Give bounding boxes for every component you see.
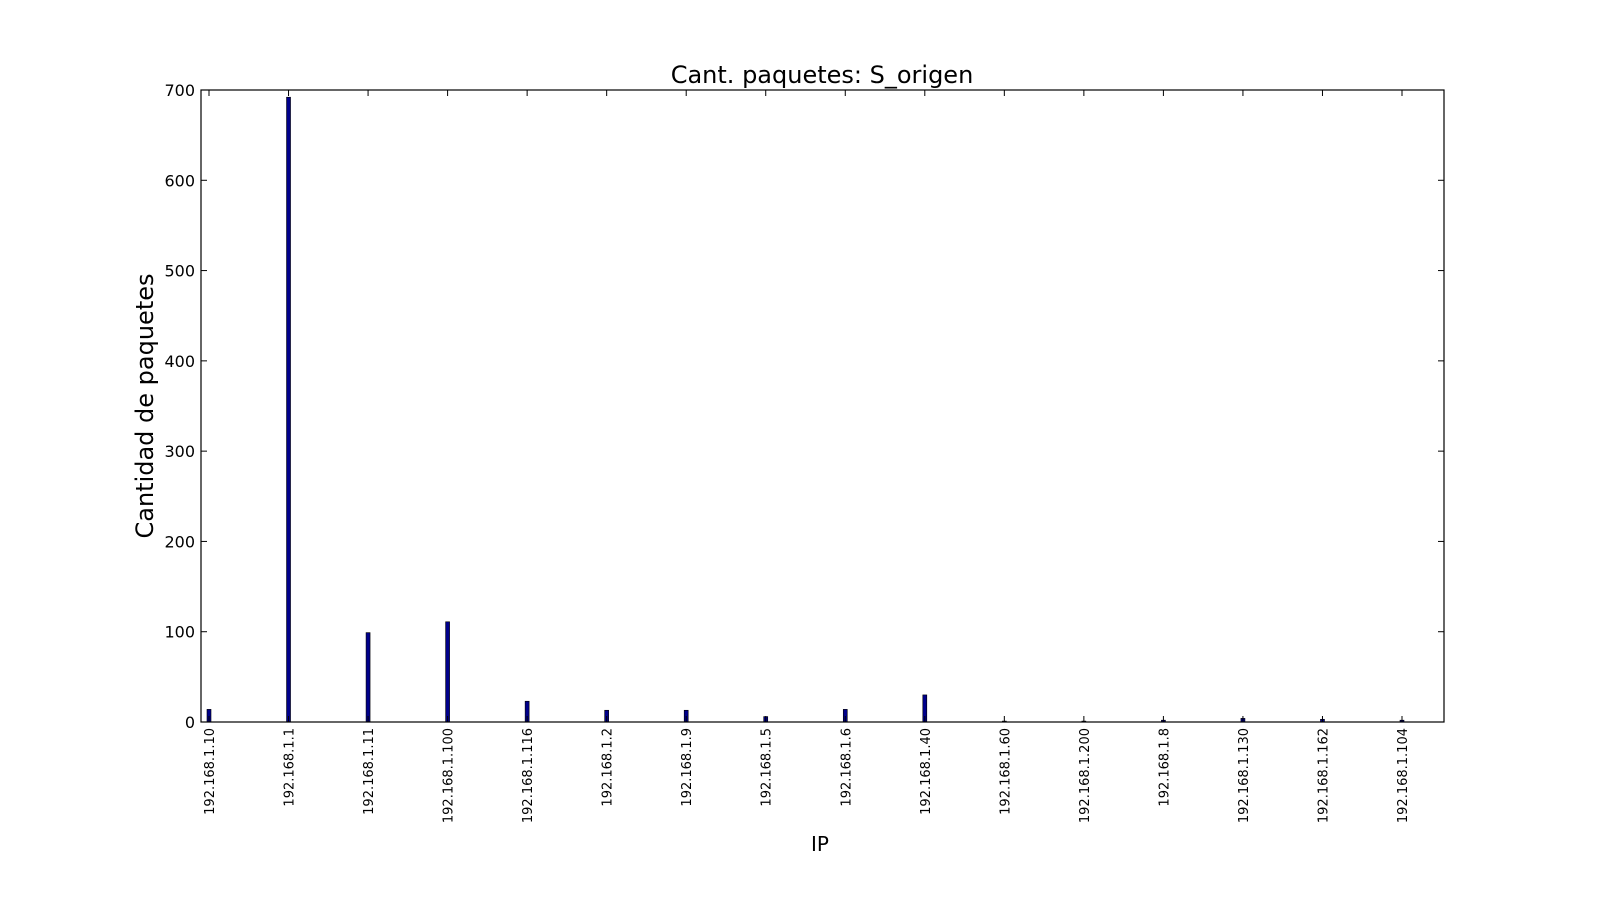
x-tick-label: 192.168.1.162 — [1316, 728, 1331, 823]
y-axis-label: Cantidad de paquetes — [131, 273, 159, 538]
x-tick-label: 192.168.1.100 — [442, 728, 457, 823]
bar-192.168.1.100 — [445, 621, 450, 723]
x-axis: 192.168.1.10 192.168.1.1 192.168.1.11 192.1… — [203, 90, 1411, 823]
y-tick-label: 100 — [164, 623, 195, 642]
y-tick-label: 700 — [164, 81, 195, 100]
bar-192.168.1.1 — [286, 96, 291, 723]
x-tick-label: 192.168.1.40 — [919, 728, 934, 815]
y-tick-label: 0 — [185, 713, 195, 732]
y-tick-label: 300 — [164, 442, 195, 461]
plot-frame — [200, 89, 1445, 723]
bar-192.168.1.11 — [365, 632, 371, 723]
x-tick-label: 192.168.1.104 — [1396, 728, 1411, 823]
chart-title: Cant. paquetes: S_origen — [671, 61, 974, 89]
x-tick-label: 192.168.1.5 — [760, 728, 775, 807]
x-tick-label: 192.168.1.9 — [680, 728, 695, 807]
bars-group — [206, 96, 1405, 723]
x-tick-label: 192.168.1.60 — [998, 728, 1013, 815]
x-tick-label: 192.168.1.116 — [521, 728, 536, 823]
x-tick-label: 192.168.1.1 — [283, 728, 298, 807]
x-tick-label: 192.168.1.8 — [1157, 728, 1172, 807]
x-tick-label: 192.168.1.10 — [203, 728, 218, 815]
x-tick-label: 192.168.1.11 — [362, 728, 377, 815]
x-tick-label: 192.168.1.130 — [1237, 728, 1252, 823]
x-tick-label: 192.168.1.6 — [839, 728, 854, 807]
y-tick-label: 400 — [164, 352, 195, 371]
x-tick-label: 192.168.1.200 — [1078, 728, 1093, 823]
y-tick-label: 600 — [164, 171, 195, 190]
y-tick-label: 500 — [164, 262, 195, 281]
y-axis: 0 100 200 300 400 500 600 700 — [164, 81, 1444, 732]
x-tick-label: 192.168.1.2 — [601, 728, 616, 807]
x-axis-label: IP — [811, 832, 829, 856]
y-tick-label: 200 — [164, 532, 195, 551]
